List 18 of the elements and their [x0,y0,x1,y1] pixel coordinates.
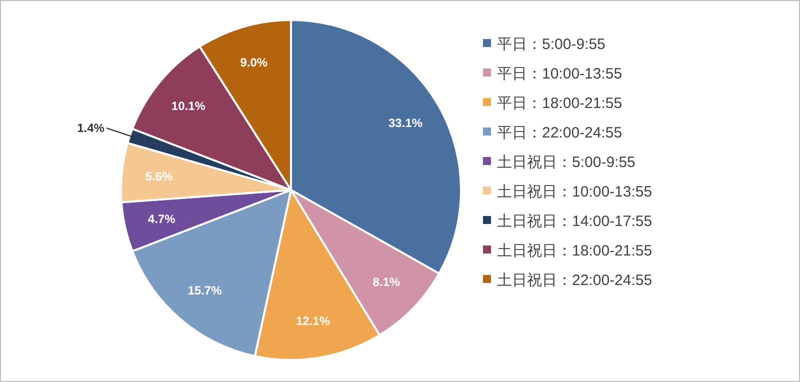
legend-label: 平日：18:00-21:55 [497,95,622,112]
legend-label: 土日祝日：18:00-21:55 [497,242,652,260]
data-label: 9.0% [240,56,268,70]
data-label: 12.1% [296,314,330,328]
data-label: 10.1% [171,98,206,113]
legend-label: 土日祝日：10:00-13:55 [497,184,652,200]
data-label: 8.1% [372,275,400,290]
legend-label: 土日祝日：14:00-17:55 [497,213,652,230]
data-label: 1.4% [77,121,105,136]
legend-label: 土日祝日：5:00-9:55 [497,154,636,171]
legend-label: 平日：10:00-13:55 [497,66,622,82]
legend-label: 平日：5:00-9:55 [497,36,606,53]
data-label: 5.6% [145,169,174,184]
legend-label: 平日：22:00-24:55 [497,124,622,142]
data-label: 15.7% [188,284,222,298]
legend-label: 土日祝日：22:00-24:55 [497,272,652,289]
data-label: 33.1% [388,116,423,130]
data-label: 4.7% [148,212,176,226]
